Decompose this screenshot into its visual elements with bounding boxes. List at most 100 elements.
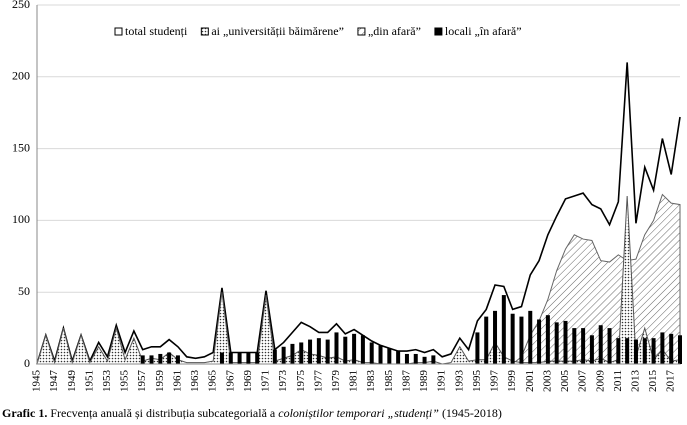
bar xyxy=(158,353,163,364)
bar xyxy=(149,355,154,364)
legend-swatch xyxy=(357,27,366,36)
x-tick-label: 1973 xyxy=(277,370,289,393)
bar xyxy=(378,345,383,364)
bar xyxy=(501,295,506,364)
caption: Grafic 1. Frecvența anuală și distribuți… xyxy=(2,406,502,421)
bar xyxy=(519,316,524,364)
bar xyxy=(660,332,665,364)
x-tick-label: 2003 xyxy=(541,370,553,393)
bar xyxy=(255,352,260,364)
bar xyxy=(625,338,630,364)
bar xyxy=(308,339,313,364)
bar xyxy=(396,351,401,364)
bar xyxy=(493,310,498,364)
x-tick-label: 2017 xyxy=(665,370,677,393)
y-tick-label: 150 xyxy=(12,140,30,154)
x-tick-label: 2009 xyxy=(594,370,606,393)
x-tick-label: 2015 xyxy=(647,370,659,393)
x-tick-label: 1981 xyxy=(348,370,360,392)
y-tick-label: 250 xyxy=(12,0,30,11)
bar xyxy=(281,346,286,364)
bar xyxy=(360,335,365,364)
bar xyxy=(431,355,436,364)
x-tick-label: 1967 xyxy=(224,370,236,393)
bar xyxy=(563,320,568,364)
y-tick-label: 200 xyxy=(12,69,30,83)
x-tick-label: 1987 xyxy=(400,370,412,393)
bar xyxy=(475,332,480,364)
bar xyxy=(167,352,172,364)
bar xyxy=(175,355,180,364)
bar xyxy=(651,338,656,364)
bar xyxy=(581,328,586,364)
x-tick-label: 1991 xyxy=(436,370,448,392)
bar xyxy=(598,325,603,364)
caption-text: Frecvența anuală și distribuția subcateg… xyxy=(50,406,276,420)
bar xyxy=(413,353,418,364)
x-tick-label: 1957 xyxy=(136,370,148,393)
x-tick-label: 1995 xyxy=(471,370,483,393)
x-tick-label: 2011 xyxy=(612,370,624,392)
bar xyxy=(484,316,489,364)
legend-label: total studenți xyxy=(125,24,188,38)
bar xyxy=(642,338,647,364)
x-tick-label: 1959 xyxy=(154,370,166,393)
legend-swatch xyxy=(434,27,443,36)
bar xyxy=(387,348,392,364)
x-tick-label: 1965 xyxy=(207,370,219,393)
caption-label: Grafic 1. xyxy=(2,406,48,420)
x-tick-label: 1997 xyxy=(489,370,501,393)
bar xyxy=(352,333,357,364)
x-tick-label: 1977 xyxy=(312,370,324,393)
bar xyxy=(404,353,409,364)
x-tick-label: 2007 xyxy=(577,370,589,393)
bar xyxy=(589,335,594,364)
area xyxy=(36,195,681,365)
x-tick-label: 1945 xyxy=(31,370,43,393)
legend: total studenți ai „universității băimăren… xyxy=(114,24,522,38)
x-tick-label: 1963 xyxy=(189,370,201,393)
bar xyxy=(237,352,242,364)
bar xyxy=(246,352,251,364)
bar xyxy=(510,313,515,364)
bar xyxy=(607,328,612,364)
bar xyxy=(272,349,277,364)
bar xyxy=(554,322,559,364)
bar xyxy=(369,342,374,364)
x-tick-label: 1961 xyxy=(171,370,183,392)
x-tick-label: 2013 xyxy=(629,370,641,393)
x-tick-label: 1949 xyxy=(66,370,78,393)
bar xyxy=(343,336,348,364)
x-tick-label: 1979 xyxy=(330,370,342,393)
bar xyxy=(325,339,330,364)
line xyxy=(36,62,681,365)
caption-italic: coloniștilor temporari „studenți” xyxy=(278,406,439,420)
caption-tail: (1945-2018) xyxy=(441,406,502,420)
bar xyxy=(669,333,674,364)
legend-label: locali „în afară” xyxy=(445,24,522,38)
x-tick-label: 1983 xyxy=(365,370,377,393)
bar xyxy=(219,352,224,364)
legend-label: „din afară” xyxy=(368,24,421,38)
y-tick-label: 100 xyxy=(12,212,30,226)
x-tick-label: 1975 xyxy=(295,370,307,393)
bar xyxy=(140,355,145,364)
bar xyxy=(290,343,295,364)
bar xyxy=(528,310,533,364)
x-tick-label: 1989 xyxy=(418,370,430,393)
bar xyxy=(678,335,682,364)
bar xyxy=(545,315,550,364)
x-tick-label: 2005 xyxy=(559,370,571,393)
bar xyxy=(616,338,621,364)
y-tick-label: 50 xyxy=(18,284,30,298)
bar xyxy=(422,356,427,364)
x-tick-label: 1969 xyxy=(242,370,254,393)
bar xyxy=(537,319,542,364)
bar xyxy=(228,352,233,364)
bar xyxy=(334,332,339,364)
bar xyxy=(316,338,321,364)
chart: 0 50 100 150 200 250 1945 1947 1949 1951 1953 1955 1… xyxy=(12,0,682,393)
x-tick-label: 1971 xyxy=(260,370,272,392)
y-tick-label: 0 xyxy=(24,356,30,370)
